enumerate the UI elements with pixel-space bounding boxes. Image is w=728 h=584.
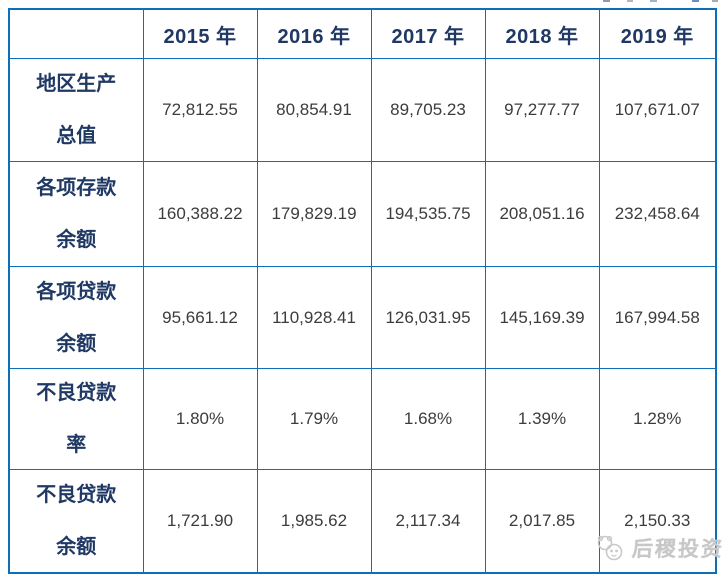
cropped-text-mark	[627, 0, 633, 2]
value-cell: 89,705.23	[370, 58, 486, 162]
table-row-npl-balance: 不良贷款 余额 1,721.90 1,985.62 2,117.34 2,017…	[8, 469, 717, 574]
year-header-2017: 2017 年	[370, 8, 486, 59]
row-label-line: 各项贷款	[36, 280, 117, 303]
row-label-npl-balance: 不良贷款 余额	[8, 469, 144, 574]
row-label-line: 各项存款	[36, 177, 117, 199]
cropped-text-mark	[712, 0, 718, 2]
row-label-deposits: 各项存款 余额	[8, 161, 144, 267]
cropped-text-remnant	[0, 0, 728, 3]
value-cell: 110,928.41	[256, 266, 372, 369]
row-label-line: 总值	[56, 125, 97, 147]
year-header-2015: 2015 年	[142, 8, 258, 59]
value-cell: 208,051.16	[484, 161, 600, 267]
value-cell: 2,117.34	[370, 469, 486, 574]
table-row-npl-ratio: 不良贷款 率 1.80% 1.79% 1.68% 1.39% 1.28%	[8, 368, 717, 470]
corner-cell	[8, 8, 144, 59]
value-cell: 1.28%	[598, 368, 717, 470]
row-label-gdp: 地区生产 总值	[8, 58, 144, 162]
value-cell: 194,535.75	[370, 161, 486, 267]
row-label-line: 不良贷款	[36, 382, 117, 404]
row-label-npl-ratio: 不良贷款 率	[8, 368, 144, 470]
value-cell: 107,671.07	[598, 58, 717, 162]
value-cell: 160,388.22	[142, 161, 258, 267]
value-cell: 167,994.58	[598, 266, 717, 369]
table-row-gdp: 地区生产 总值 72,812.55 80,854.91 89,705.23 97…	[8, 58, 717, 162]
value-cell: 2,017.85	[484, 469, 600, 574]
value-cell: 1.79%	[256, 368, 372, 470]
cropped-text-mark	[650, 0, 657, 2]
value-cell: 1.39%	[484, 368, 600, 470]
year-header-2016: 2016 年	[256, 8, 372, 59]
value-cell: 126,031.95	[370, 266, 486, 369]
value-cell: 1.80%	[142, 368, 258, 470]
year-header-2019: 2019 年	[598, 8, 717, 59]
year-header-2018: 2018 年	[484, 8, 600, 59]
row-label-line: 余额	[56, 536, 97, 558]
row-label-line: 余额	[56, 332, 97, 355]
value-cell: 2,150.33	[598, 469, 717, 574]
financial-data-table: 2015 年 2016 年 2017 年 2018 年 2019 年 地区生产 …	[8, 8, 717, 574]
value-cell: 145,169.39	[484, 266, 600, 369]
cropped-text-mark	[603, 0, 610, 2]
value-cell: 95,661.12	[142, 266, 258, 369]
value-cell: 72,812.55	[142, 58, 258, 162]
row-label-line: 余额	[56, 229, 97, 251]
value-cell: 1.68%	[370, 368, 486, 470]
table-row-deposits: 各项存款 余额 160,388.22 179,829.19 194,535.75…	[8, 161, 717, 267]
value-cell: 232,458.64	[598, 161, 717, 267]
row-label-line: 不良贷款	[36, 484, 117, 506]
value-cell: 80,854.91	[256, 58, 372, 162]
value-cell: 97,277.77	[484, 58, 600, 162]
cropped-text-mark	[692, 0, 699, 2]
table-header-row: 2015 年 2016 年 2017 年 2018 年 2019 年	[8, 8, 717, 59]
value-cell: 179,829.19	[256, 161, 372, 267]
row-label-line: 率	[66, 434, 87, 456]
row-label-loans: 各项贷款 余额	[8, 266, 144, 369]
value-cell: 1,721.90	[142, 469, 258, 574]
table-row-loans: 各项贷款 余额 95,661.12 110,928.41 126,031.95 …	[8, 266, 717, 369]
row-label-line: 地区生产	[36, 73, 117, 95]
value-cell: 1,985.62	[256, 469, 372, 574]
